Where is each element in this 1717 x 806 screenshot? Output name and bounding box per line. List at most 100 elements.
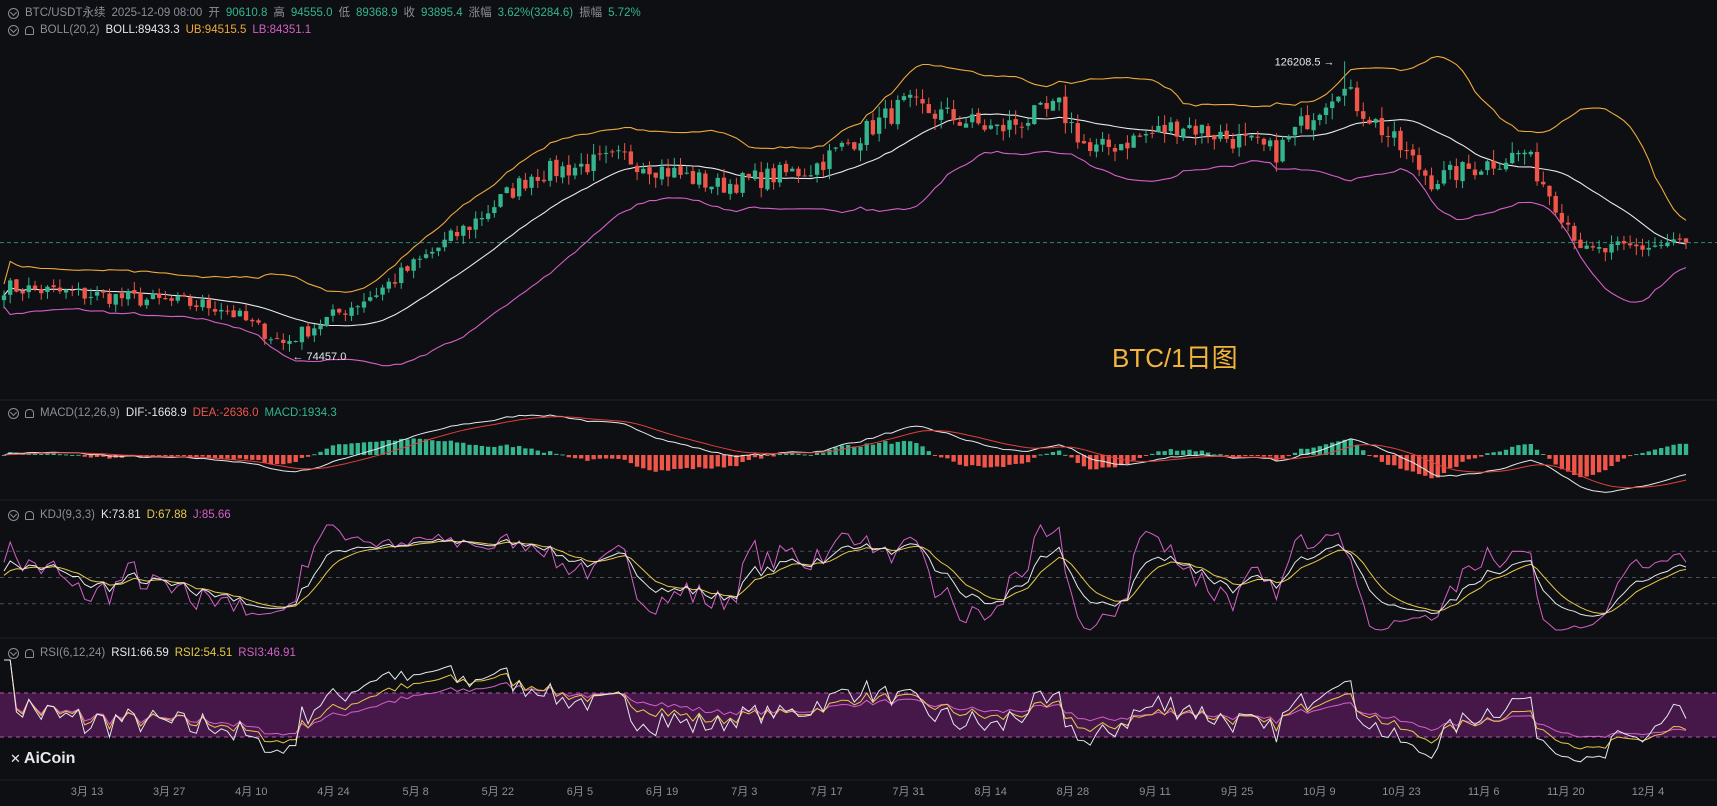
macd-bar (1510, 446, 1515, 455)
candle-body (1205, 126, 1211, 137)
collapse-icon[interactable] (8, 509, 19, 521)
alert-bell-icon[interactable] (25, 510, 34, 520)
macd-bar (1479, 455, 1484, 457)
macd-bar (1491, 452, 1496, 455)
amplitude-label: 振幅 (579, 7, 603, 19)
candle-body (1249, 135, 1254, 138)
candle-body (852, 142, 857, 150)
macd-bar (864, 443, 869, 455)
candle-body (45, 286, 50, 292)
candle-body (920, 99, 925, 104)
candle-body (740, 172, 745, 193)
candle-body (1087, 142, 1093, 152)
macd-bar (386, 440, 391, 455)
candle-body (765, 168, 770, 190)
candle-body (1218, 131, 1223, 139)
macd-bar (684, 455, 689, 468)
kdj-k-line (3, 538, 1687, 617)
macd-bar (696, 455, 702, 468)
candle-body (548, 160, 553, 181)
boll-upper-line (3, 55, 1687, 293)
macd-bar (1323, 444, 1329, 455)
boll-name: BOLL(20,2) (40, 24, 100, 36)
macd-bar (1125, 455, 1130, 465)
macd-bar (380, 440, 385, 455)
macd-dea-value: DEA:-2636.0 (192, 407, 259, 419)
candle-body (70, 289, 75, 291)
candle-body (374, 295, 379, 297)
macd-legend: MACD(12,26,9) DIF:-1668.9 DEA:-2636.0 MA… (8, 405, 337, 421)
alert-bell-icon[interactable] (25, 648, 34, 658)
candle-body (392, 282, 398, 284)
candle-body (1522, 152, 1527, 155)
collapse-icon[interactable] (8, 407, 19, 419)
candle-body (8, 280, 13, 295)
candle-body (1590, 246, 1596, 248)
macd-bar (436, 441, 441, 455)
candle-body (628, 151, 634, 165)
rsi-band (0, 693, 1717, 737)
macd-bar (914, 443, 919, 455)
macd-bar (1454, 455, 1459, 467)
macd-bar (1621, 455, 1627, 459)
macd-bar (479, 445, 485, 455)
candle-body (1230, 138, 1236, 149)
candle-body (1615, 241, 1620, 245)
candle-body (907, 94, 913, 98)
collapse-icon[interactable] (8, 7, 19, 19)
macd-bar (1075, 455, 1080, 463)
macd-bar (57, 454, 63, 456)
macd-bar (1044, 453, 1049, 455)
macd-bar (1181, 450, 1186, 455)
macd-bar (1348, 439, 1354, 455)
macd-bar (901, 440, 907, 455)
macd-bar (1342, 439, 1347, 455)
candle-body (1373, 119, 1378, 123)
open-label: 开 (208, 7, 220, 19)
candle-body (1491, 160, 1496, 169)
macd-bar (1274, 455, 1279, 461)
macd-bar (777, 453, 783, 455)
collapse-icon[interactable] (8, 24, 19, 36)
candle-body (1671, 239, 1676, 243)
candle-body (889, 108, 894, 124)
macd-bar (1212, 454, 1217, 456)
macd-bar (634, 455, 640, 467)
macd-bar (845, 444, 851, 455)
alert-bell-icon[interactable] (25, 408, 34, 418)
candle-body (696, 172, 702, 185)
candle-body (957, 122, 962, 126)
macd-bar (1330, 442, 1335, 455)
macd-bar (1013, 455, 1018, 464)
collapse-icon[interactable] (8, 647, 19, 659)
macd-bar (442, 441, 447, 455)
candle-body (144, 299, 149, 306)
macd-bar (870, 444, 876, 455)
macd-bar (746, 455, 751, 461)
candle-body (728, 183, 733, 194)
candle-body (814, 163, 820, 175)
rsi2-value: RSI2:54.51 (174, 647, 233, 659)
macd-bar (591, 455, 596, 460)
candle-body (1503, 162, 1509, 170)
high-label: 高 (273, 7, 285, 19)
macd-bar (1069, 455, 1074, 458)
candle-body (1137, 135, 1142, 137)
candle-body (1348, 87, 1354, 89)
macd-bar (324, 448, 329, 455)
macd-bar (39, 453, 44, 455)
candle-body (634, 165, 640, 173)
candle-body (1578, 239, 1583, 249)
candle-body (1150, 132, 1155, 134)
x-axis-tick-label: 11月 20 (1547, 786, 1585, 798)
macd-bar (1441, 455, 1447, 474)
macd-bar (1094, 455, 1099, 470)
macd-bar (814, 452, 820, 455)
candle-body (1013, 119, 1018, 125)
macd-bar (1435, 455, 1440, 478)
candle-body (516, 178, 522, 197)
candle-body (39, 289, 44, 294)
macd-bar (1460, 455, 1465, 462)
alert-bell-icon[interactable] (25, 25, 34, 35)
candle-body (1311, 120, 1316, 131)
